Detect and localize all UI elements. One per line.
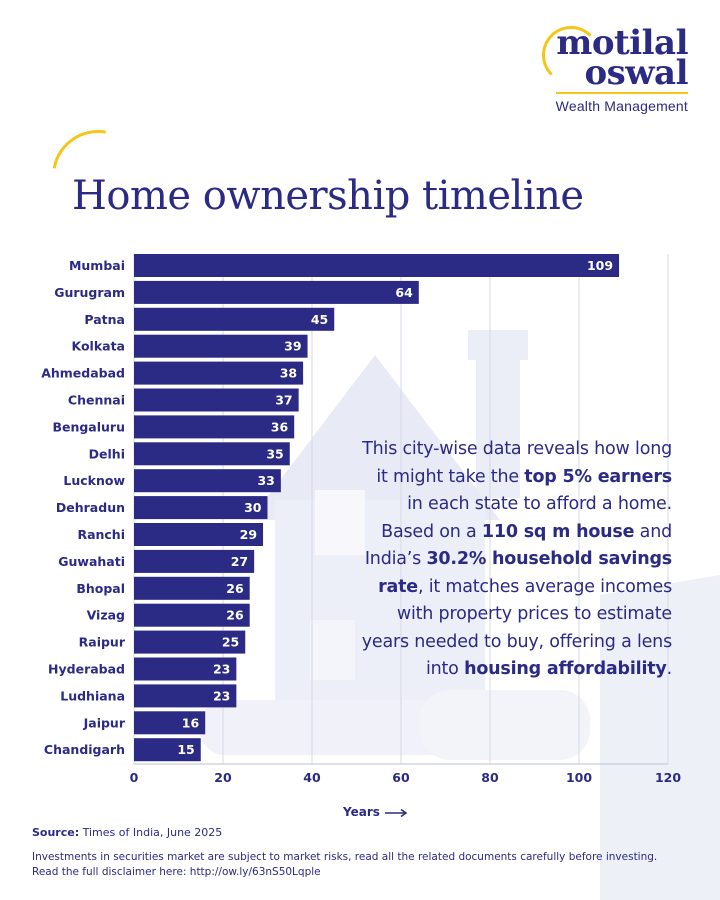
bar [134, 307, 335, 331]
data-label: 25 [222, 635, 239, 650]
x-tick-label: 60 [392, 770, 410, 785]
category-label: Chennai [68, 393, 125, 408]
data-label: 37 [275, 393, 292, 408]
source-text: Times of India, June 2025 [79, 826, 223, 839]
data-label: 16 [182, 715, 200, 730]
page-title: Home ownership timeline [72, 172, 584, 219]
description-highlight: housing affordability [464, 659, 667, 679]
bar [134, 415, 295, 439]
data-label: 38 [280, 366, 297, 381]
x-tick-label: 100 [566, 770, 592, 785]
logo-wordmark-line2: oswal [584, 53, 688, 93]
data-label: 39 [284, 339, 301, 354]
arrow-right-icon [385, 808, 408, 818]
description-part: in each state to afford a home. Based on… [381, 494, 672, 542]
description-highlight: top 5% earners [524, 466, 672, 487]
bar [134, 549, 255, 573]
data-label: 36 [271, 419, 289, 434]
description-part: and India’s [364, 521, 672, 570]
logo-subtitle: Wealth Management [555, 92, 688, 114]
category-label: Guwahati [58, 554, 125, 569]
category-label: Patna [84, 312, 125, 327]
description-text: This city-wise data reveals how long it … [360, 436, 672, 684]
category-label: Dehradun [56, 500, 125, 515]
bar [134, 576, 250, 600]
category-label: Ludhiana [60, 688, 125, 703]
bar [134, 657, 237, 681]
bar [134, 523, 264, 546]
category-label: Bengaluru [52, 419, 125, 434]
bar [134, 254, 620, 277]
data-label: 23 [213, 688, 230, 703]
bar [134, 738, 201, 762]
description-part: , it matches average incomes with proper… [361, 576, 672, 680]
source-label: Source: [32, 826, 80, 839]
x-tick-label: 120 [655, 770, 681, 785]
category-label: Vizag [87, 608, 125, 623]
bar [134, 603, 250, 627]
category-label: Delhi [89, 446, 125, 461]
bar [134, 684, 237, 708]
description-part: This city-wise data reveals how long it … [362, 439, 672, 487]
bar-chart: 0 20 40 60 80 100 120 Mumbai 109 Gurugram 64 Patna 4… [41, 254, 681, 785]
bar [134, 334, 308, 358]
description-highlight: 110 sq m house [481, 521, 635, 542]
description-highlight: 30.2% household savings rate [378, 549, 672, 597]
source-note: Source: Times of India, June 2025 [32, 826, 222, 839]
disclaimer-line: Investments in securities market are sub… [32, 851, 658, 863]
data-label: 26 [226, 608, 244, 623]
bar [134, 388, 299, 412]
category-label: Jaipur [83, 715, 126, 730]
bar [134, 280, 419, 304]
category-label: Raipur [79, 635, 126, 650]
category-label: Chandigarh [44, 742, 125, 757]
logo-ring-icon [541, 26, 600, 84]
bar [134, 469, 281, 493]
bar [134, 361, 304, 385]
brand-logo: motilal oswal Wealth Management [541, 26, 689, 114]
data-label: 29 [240, 527, 257, 542]
data-label: 30 [244, 500, 262, 515]
category-label: Mumbai [69, 258, 125, 273]
bar [134, 496, 268, 520]
bar [134, 630, 246, 654]
data-label: 33 [257, 473, 274, 488]
category-label: Lucknow [63, 473, 125, 488]
data-label: 35 [266, 446, 283, 461]
x-tick-label: 40 [303, 770, 321, 785]
data-label: 15 [177, 742, 194, 757]
data-label: 27 [231, 554, 248, 569]
x-tick-label: 0 [130, 770, 139, 785]
category-label: Hyderabad [48, 662, 125, 677]
category-label: Bhopal [76, 581, 125, 596]
category-label: Ahmedabad [41, 366, 125, 381]
disclaimer-link-line[interactable]: Read the full disclaimer here: http://ow… [32, 866, 321, 878]
data-label: 26 [226, 581, 244, 596]
data-label: 109 [587, 258, 613, 273]
x-tick-label: 20 [214, 770, 232, 785]
disclaimer: Investments in securities market are sub… [32, 850, 702, 880]
category-label: Gurugram [54, 285, 125, 300]
data-label: 64 [395, 285, 413, 300]
bar [134, 711, 206, 735]
x-axis-label: Years [343, 805, 380, 819]
data-label: 23 [213, 662, 230, 677]
x-tick-label: 80 [481, 770, 499, 785]
description-part: . [666, 659, 673, 679]
bar [134, 442, 290, 466]
category-label: Kolkata [72, 339, 126, 354]
data-label: 45 [311, 312, 328, 327]
category-label: Ranchi [77, 527, 125, 542]
